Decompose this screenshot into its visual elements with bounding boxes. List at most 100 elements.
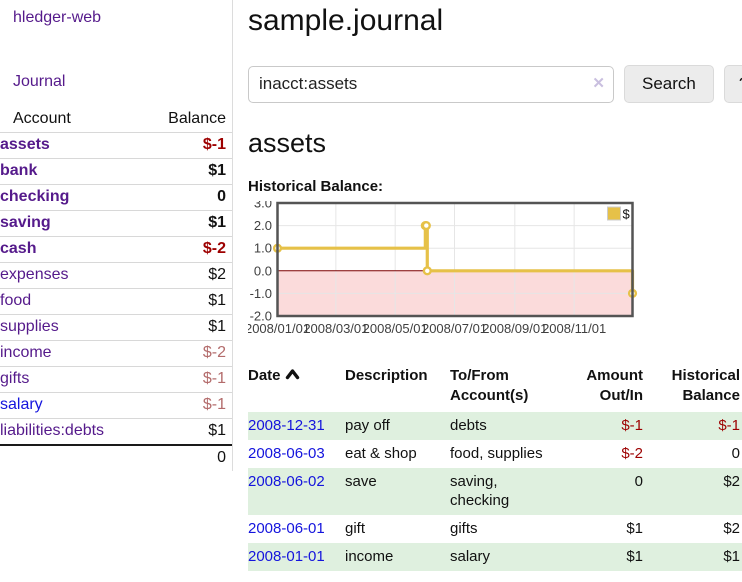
svg-text:-1.0: -1.0	[250, 286, 272, 301]
transaction-accounts: salary	[450, 548, 491, 565]
clear-search-icon[interactable]: ✕	[592, 74, 605, 92]
account-link-income[interactable]: income	[0, 344, 52, 361]
transaction-amount: $-1	[621, 417, 643, 434]
account-link-assets[interactable]: assets	[0, 136, 50, 153]
transaction-date-link[interactable]: 2008-06-01	[248, 520, 325, 537]
account-balance: $-2	[202, 240, 226, 257]
account-link-gifts[interactable]: gifts	[0, 370, 30, 387]
transaction-description: gift	[345, 520, 366, 537]
balance-chart: $3.0 2.0 1.0 0.0 -1.0 -2.0 2008/01/01 2008/03/0…	[245, 196, 742, 348]
transaction-description: eat & shop	[345, 445, 417, 462]
accounts-total-value: 0	[143, 444, 232, 471]
account-balance: $2	[208, 266, 226, 283]
transaction-description: save	[345, 473, 377, 490]
svg-text:2.0: 2.0	[254, 218, 272, 233]
sort-ascending-icon	[285, 366, 300, 386]
account-balance: $-1	[202, 136, 226, 153]
transaction-amount: 0	[634, 473, 643, 490]
account-balance: $1	[208, 422, 226, 439]
svg-text:2008/07/01: 2008/07/01	[422, 321, 487, 336]
transaction-balance: $2	[723, 520, 740, 537]
register-col-header: Description	[345, 367, 428, 384]
search-input-wrap: ✕	[248, 65, 614, 103]
accounts-header-row: Account Balance	[0, 107, 232, 133]
transaction-date-link[interactable]: 2008-12-31	[248, 417, 325, 434]
transaction-row: 2008-01-01 income salary $1 $1	[248, 543, 742, 571]
account-row: cash $-2	[0, 236, 232, 263]
transaction-amount: $1	[626, 548, 643, 565]
sidebar-inner: hledger-web Journal Account Balance asse…	[0, 0, 233, 471]
account-row: liabilities:debts $1	[0, 418, 232, 446]
register-col-header: Amount Out/In	[586, 367, 643, 404]
account-row: expenses $2	[0, 262, 232, 289]
account-row: food $1	[0, 288, 232, 315]
help-button[interactable]: ?	[723, 65, 742, 103]
account-row: assets $-1	[0, 132, 232, 159]
transaction-row: 2008-12-31 pay off debts $-1 $-1	[248, 412, 742, 440]
register-col-header: To/From Account(s)	[450, 367, 529, 404]
chart-title: Historical Balance:	[248, 178, 384, 195]
account-link-cash[interactable]: cash	[0, 240, 37, 257]
sidebar-item-journal[interactable]: Journal	[13, 73, 66, 90]
svg-text:2008/01/01: 2008/01/01	[248, 321, 310, 336]
transaction-date-link[interactable]: 2008-06-03	[248, 445, 325, 462]
account-row: gifts $-1	[0, 366, 232, 393]
account-balance: $-2	[202, 344, 226, 361]
sidebar: hledger-web Journal Account Balance asse…	[0, 0, 233, 571]
transaction-description: income	[345, 548, 394, 565]
register-body: 2008-12-31 pay off debts $-1 $-1 2008-06-03 ea…	[248, 412, 742, 571]
svg-text:0.0: 0.0	[254, 263, 272, 278]
transaction-balance: $2	[723, 473, 740, 490]
account-balance: $-1	[202, 370, 226, 387]
register-col-header[interactable]: Date	[248, 364, 345, 412]
account-balance: $-1	[202, 396, 226, 413]
account-balance: $1	[208, 318, 226, 335]
transaction-accounts: saving, checking	[450, 473, 510, 509]
account-balance: $1	[208, 162, 226, 179]
transaction-row: 2008-06-01 gift gifts $1 $2	[248, 515, 742, 543]
transaction-amount: $-2	[621, 445, 643, 462]
svg-text:3.0: 3.0	[254, 201, 272, 211]
transaction-row: 2008-06-02 save saving, checking 0 $2	[248, 468, 742, 515]
accounts-header-balance: Balance	[143, 107, 232, 133]
transaction-date-link[interactable]: 2008-06-02	[248, 473, 325, 490]
register-table: Date Description To/From Account(s) Amount …	[248, 364, 742, 571]
account-row: bank $1	[0, 158, 232, 185]
account-balance: $1	[208, 214, 226, 231]
chart-legend: $	[607, 206, 631, 222]
transaction-accounts: food, supplies	[450, 445, 543, 462]
transaction-description: pay off	[345, 417, 390, 434]
accounts-header-account: Account	[0, 107, 144, 133]
account-link-salary[interactable]: salary	[0, 396, 43, 413]
account-link-food[interactable]: food	[0, 292, 32, 309]
account-heading: assets	[248, 128, 327, 158]
account-balance: $1	[208, 292, 226, 309]
account-link-expenses[interactable]: expenses	[0, 266, 69, 283]
svg-text:1.0: 1.0	[254, 241, 272, 256]
svg-text:2008/11/01: 2008/11/01	[542, 321, 606, 336]
account-row: income $-2	[0, 340, 232, 367]
account-balance: 0	[217, 188, 226, 205]
svg-text:2008/03/01: 2008/03/01	[303, 321, 368, 336]
transaction-date-link[interactable]: 2008-01-01	[248, 548, 325, 565]
account-link-liabilities-debts[interactable]: liabilities:debts	[0, 422, 105, 439]
account-row: saving $1	[0, 210, 232, 237]
account-row: supplies $1	[0, 314, 232, 341]
svg-text:2008/09/01: 2008/09/01	[482, 321, 547, 336]
accounts-body: assets $-1 bank $1 checking 0 saving $1 cash $-2 e…	[0, 132, 232, 446]
svg-text:2008/05/01: 2008/05/01	[363, 321, 428, 336]
account-link-bank[interactable]: bank	[0, 162, 38, 179]
search-input[interactable]	[248, 65, 614, 103]
account-link-supplies[interactable]: supplies	[0, 318, 59, 335]
account-link-checking[interactable]: checking	[0, 188, 70, 205]
account-row: salary $-1	[0, 392, 232, 419]
app-title-link[interactable]: hledger-web	[13, 9, 102, 26]
search-form: ✕ Search ?	[248, 65, 742, 103]
transaction-row: 2008-06-03 eat & shop food, supplies $-2 0	[248, 440, 742, 468]
transaction-accounts: debts	[450, 417, 487, 434]
account-link-saving[interactable]: saving	[0, 214, 51, 231]
page-title: sample.journal	[248, 4, 444, 37]
search-button[interactable]: Search	[624, 65, 714, 103]
transaction-balance: $1	[723, 548, 740, 565]
